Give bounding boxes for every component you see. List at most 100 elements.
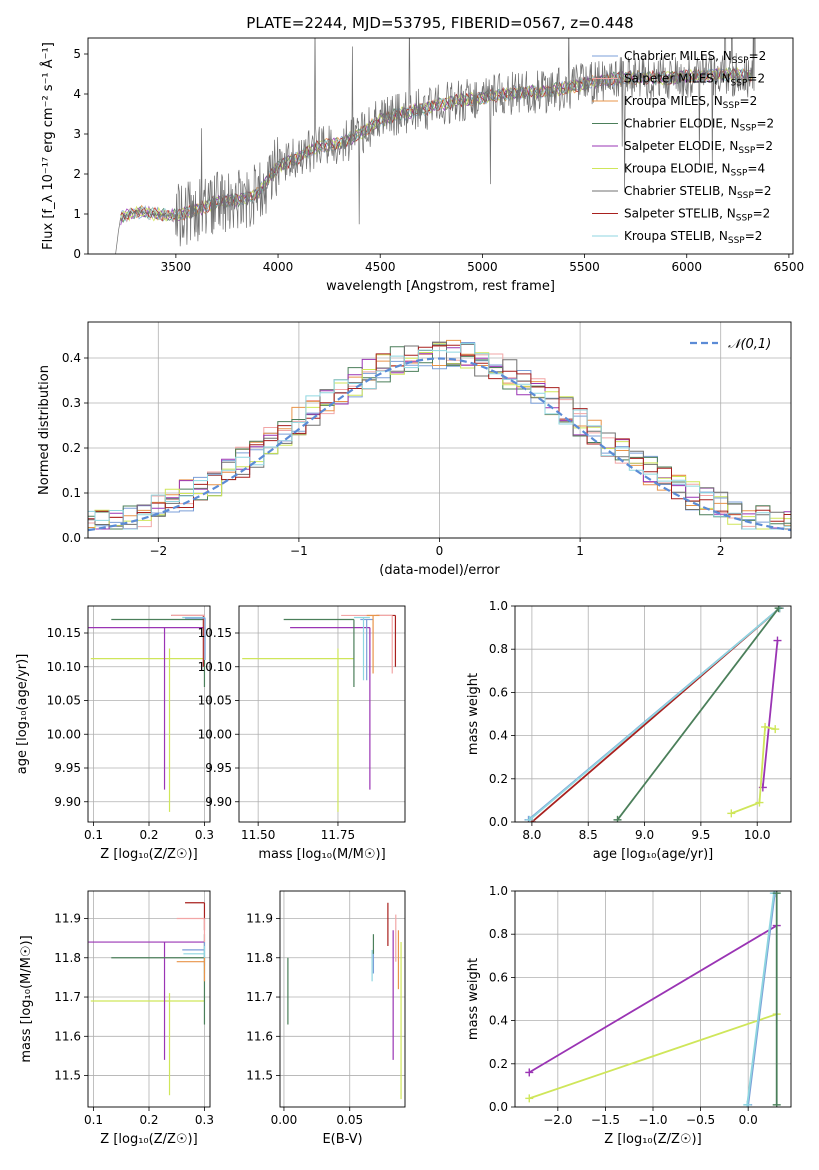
y-tick-label: 0.8 [489, 927, 508, 941]
y-tick-label: 11.8 [54, 951, 81, 965]
legend-nssp-eq: = [754, 184, 764, 198]
mass-weight-line [528, 924, 778, 1074]
legend-entry: Kroupa ELODIE, NSSP=4 [624, 162, 765, 179]
legend-nssp-prefix: , N [722, 139, 739, 153]
axes: 0.1 0.2 0.3 11.5 11.6 11.7 11.8 11.9 Z [log₁₀(Z/… [19, 890, 214, 1147]
legend-nssp-value: 4 [757, 162, 765, 176]
legend-entry: Salpeter MILES, NSSP=2 [624, 72, 765, 89]
axes: 8.0 8.5 9.0 9.5 10.0 0.0 0.2 0.4 0.6 0.8 1.0 age [l… [466, 599, 792, 862]
figure-title: PLATE=2244, MJD=53795, FIBERID=0567, z=0… [246, 14, 633, 32]
age-vs-mass-panel: 11.50 11.75 9.90 9.95 10.00 10.05 10.10 10.15 ma… [198, 605, 406, 862]
y-tick-label: 1.0 [489, 599, 508, 613]
mass-weight-line [761, 640, 779, 788]
axes: 0.00 0.05 11.5 11.6 11.7 11.8 11.9 E(B-V) [246, 890, 406, 1147]
x-axis-label: mass [log₁₀(M/M☉)] [258, 847, 385, 862]
x-tick-label: −1 [290, 544, 308, 558]
y-tick-label: 10.10 [47, 660, 81, 674]
legend-nssp-sub: SSP [732, 56, 749, 66]
y-axis-label: age [log₁₀(age/yr)] [15, 654, 30, 775]
y-tick-label: 0 [73, 247, 81, 261]
y-tick-label: 0.0 [489, 815, 508, 829]
y-tick-label: 9.95 [205, 761, 232, 775]
x-tick-label: 0.1 [84, 1113, 103, 1127]
plot-area [115, 38, 757, 254]
y-tick-label: 10.15 [47, 626, 81, 640]
legend-nssp-value: 2 [755, 229, 763, 243]
y-tick-label: 11.6 [246, 1029, 273, 1043]
legend-entry: Kroupa STELIB, NSSP=2 [624, 229, 762, 246]
y-tick-label: 11.8 [246, 951, 273, 965]
x-axis-label: Z [log₁₀(Z/Z☉)] [100, 1132, 197, 1147]
legend-series-name: Chabrier MILES [624, 49, 715, 63]
residual-histogram-step [88, 344, 791, 530]
mass-weight-line [616, 607, 780, 821]
y-tick-label: 0.3 [62, 396, 81, 410]
mass-weight-line [747, 893, 776, 1105]
legend-nssp-eq: = [749, 49, 759, 63]
legend-nssp-value: 2 [765, 139, 773, 153]
legend-nssp-value: 2 [750, 94, 758, 108]
x-axis-label: age [log₁₀(age/yr)] [593, 847, 714, 862]
mass-weight-line [730, 725, 776, 815]
legend-entry: Kroupa MILES, NSSP=2 [624, 94, 757, 111]
axes-frame [514, 890, 792, 1108]
y-tick-label: 3 [73, 127, 81, 141]
y-tick-label: 10.00 [47, 727, 81, 741]
legend-entry: Salpeter ELODIE, NSSP=2 [624, 139, 773, 156]
legend-nssp-eq: = [747, 72, 757, 86]
legend-nssp-sub: SSP [731, 169, 748, 179]
axes: 3500 4000 4500 5000 5500 6000 6500 0 1 2 3 4 5 wavele… [40, 37, 804, 294]
legend: 𝒩(0,1) [690, 337, 771, 352]
residual-histogram-step [88, 343, 791, 530]
x-tick-label: 0.00 [271, 1113, 298, 1127]
legend-series-name: Kroupa STELIB [624, 229, 711, 243]
y-tick-label: 2 [73, 167, 81, 181]
legend-nssp-sub: SSP [736, 214, 753, 224]
y-tick-label: 0.8 [489, 642, 508, 656]
legend-entry: 𝒩(0,1) [728, 337, 771, 352]
legend-nssp-prefix: , N [715, 49, 732, 63]
y-tick-label: 1 [73, 207, 81, 221]
x-tick-label: 6000 [671, 260, 702, 274]
y-tick-label: 1.0 [489, 884, 508, 898]
x-axis-label: wavelength [Angstrom, rest frame] [326, 279, 555, 294]
x-tick-label: 0.3 [195, 828, 214, 842]
x-tick-label: 5000 [467, 260, 498, 274]
x-tick-label: −0.5 [686, 1113, 715, 1127]
spectrum-panel: 3500 4000 4500 5000 5500 6000 6500 0 1 2 3 4 5 wavele… [40, 37, 804, 294]
x-tick-label: 0.1 [84, 828, 103, 842]
x-tick-label: 0.2 [139, 1113, 158, 1127]
mass-vs-metallicity-panel: 0.1 0.2 0.3 11.5 11.6 11.7 11.8 11.9 Z [log₁₀(Z/… [19, 890, 214, 1147]
legend-nssp-eq: = [745, 229, 755, 243]
x-axis-label: E(B-V) [322, 1132, 362, 1147]
axes-frame [87, 605, 211, 823]
plot-area [524, 606, 784, 822]
x-axis-label: Z [log₁₀(Z/Z☉)] [100, 847, 197, 862]
legend-nssp-prefix: , N [723, 117, 740, 131]
y-tick-label: 0.2 [62, 441, 81, 455]
y-tick-label: 10.10 [198, 660, 232, 674]
plot-area [287, 902, 402, 1100]
legend-series-name: Salpeter ELODIE [624, 139, 722, 153]
x-tick-label: 4500 [365, 260, 396, 274]
legend-nssp-eq: = [740, 94, 750, 108]
y-tick-label: 0.1 [62, 486, 81, 500]
y-tick-label: 11.5 [54, 1069, 81, 1083]
legend-entry: Chabrier ELODIE, NSSP=2 [624, 117, 774, 134]
y-tick-label: 11.7 [246, 990, 273, 1004]
y-tick-label: 0.2 [489, 1057, 508, 1071]
legend-nssp-value: 2 [759, 49, 767, 63]
plot-area [88, 902, 206, 1096]
y-tick-label: 5 [73, 47, 81, 61]
axes: −2 −1 0 1 2 0.0 0.1 0.2 0.3 0.4 (data-model)/error… [37, 321, 792, 578]
axes-frame [279, 890, 406, 1108]
legend-nssp-value: 2 [764, 184, 772, 198]
plot-area [525, 891, 781, 1107]
y-tick-label: 0.2 [489, 772, 508, 786]
plot-area [88, 614, 206, 812]
y-tick-label: 0.0 [489, 1100, 508, 1114]
x-tick-label: 3500 [161, 260, 192, 274]
normal-reference-curve [88, 357, 791, 532]
y-tick-label: 0.4 [489, 729, 508, 743]
y-tick-label: 11.9 [54, 911, 81, 925]
